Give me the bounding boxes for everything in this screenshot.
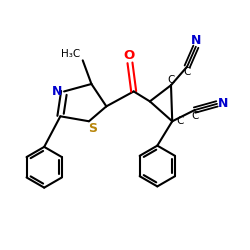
Text: C: C (176, 116, 184, 126)
Text: C: C (184, 67, 191, 77)
Text: N: N (52, 85, 62, 98)
Text: C: C (167, 75, 175, 85)
Text: N: N (218, 97, 228, 110)
Text: S: S (88, 122, 97, 135)
Text: C: C (191, 110, 198, 120)
Text: N: N (191, 34, 201, 47)
Text: O: O (124, 50, 135, 62)
Text: H₃C: H₃C (61, 49, 80, 59)
